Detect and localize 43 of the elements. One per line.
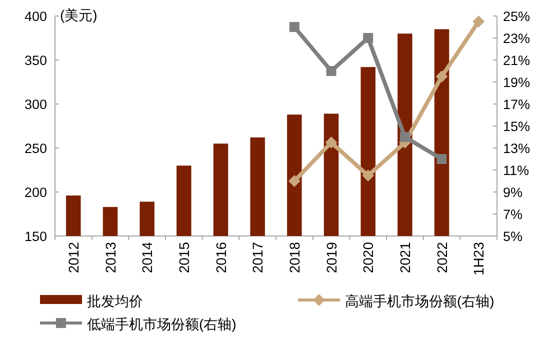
legend-label: 低端手机市场份额(右轴): [87, 316, 236, 332]
point: [289, 22, 300, 32]
y2-tick-label: 15%: [503, 119, 530, 134]
x-tick-label: 2021: [396, 242, 413, 274]
x-tick-label: 2014: [139, 242, 156, 274]
point: [363, 33, 374, 43]
y2-tick-label: 13%: [503, 141, 530, 156]
y2-tick-label: 17%: [503, 97, 530, 112]
x-tick-label: 2015: [176, 242, 192, 274]
y-tick-label: 350: [24, 53, 47, 68]
y-tick-label: 200: [24, 185, 47, 200]
y2-tick-label: 7%: [503, 207, 523, 222]
x-tick-label: 2020: [360, 242, 376, 274]
x-tick-label: 2013: [102, 242, 118, 274]
x-tick-label: 2022: [434, 242, 450, 274]
x-tick-label: 2018: [286, 242, 302, 274]
point: [325, 136, 338, 148]
point: [362, 170, 374, 182]
y-tick-label: 400: [24, 9, 47, 24]
y2-tick-label: 19%: [503, 75, 530, 90]
x-tick-label: 2017: [250, 242, 266, 274]
legend-label: 批发均价: [87, 293, 143, 309]
y2-tick-label: 23%: [503, 31, 530, 46]
x-tick-label: 1H23: [470, 242, 487, 276]
y-tick-label: 250: [24, 141, 47, 156]
point: [288, 175, 300, 187]
legend-label: 高端手机市场份额(右轴): [345, 293, 494, 309]
point: [472, 16, 485, 28]
y-tick-label: 150: [24, 229, 47, 244]
point: [326, 66, 336, 76]
x-tick-label: 2016: [212, 242, 229, 274]
x-tick-label: 2012: [65, 242, 82, 274]
point: [436, 154, 447, 164]
y2-tick-label: 5%: [503, 229, 523, 244]
y2-tick-label: 21%: [503, 53, 530, 68]
y2-tick-label: 25%: [503, 9, 530, 24]
point: [400, 132, 410, 142]
y-tick-label: 300: [24, 97, 47, 112]
y-axis-title: (美元): [60, 7, 98, 23]
y2-tick-label: 9%: [503, 185, 523, 200]
x-tick-label: 2019: [323, 242, 340, 274]
point: [436, 70, 448, 82]
y2-tick-label: 11%: [503, 163, 530, 178]
